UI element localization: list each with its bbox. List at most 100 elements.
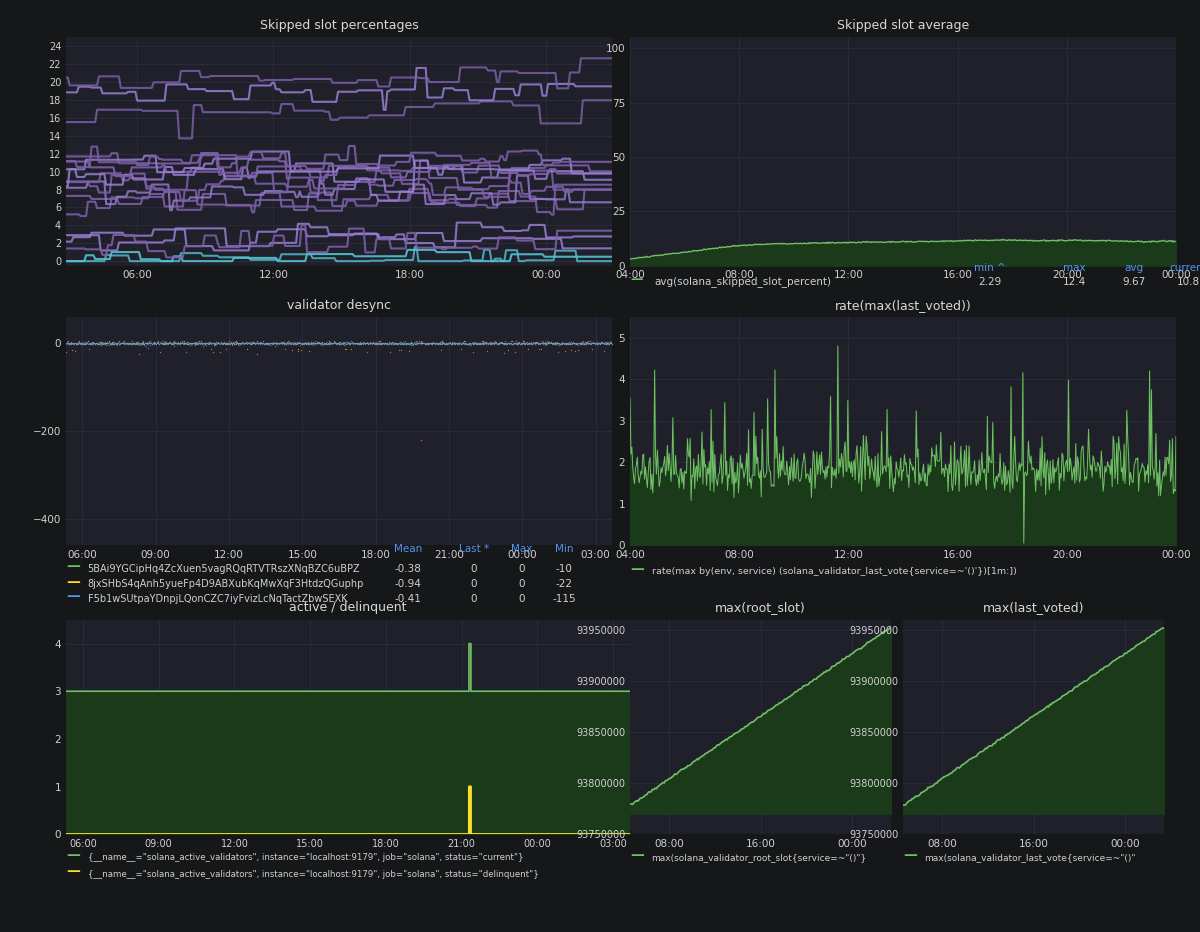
Point	[271, 336, 290, 350]
Point	[378, 336, 397, 351]
Point	[118, 336, 137, 350]
Point	[348, 336, 367, 351]
Point	[380, 344, 400, 359]
Point	[340, 336, 359, 350]
Point	[252, 336, 271, 350]
Point	[388, 336, 407, 351]
Point	[308, 336, 328, 350]
Point	[83, 335, 102, 350]
Point	[356, 336, 376, 350]
Point	[300, 344, 319, 359]
Point	[61, 335, 80, 350]
Point	[594, 336, 613, 351]
Point	[448, 336, 467, 351]
Point	[168, 335, 187, 350]
Point	[202, 336, 221, 350]
Point	[56, 336, 76, 351]
Point	[474, 336, 493, 350]
Point	[332, 336, 352, 350]
Point	[317, 335, 336, 350]
Point	[494, 336, 514, 351]
Point	[444, 336, 463, 351]
Point	[510, 336, 529, 350]
Point	[62, 336, 82, 350]
Point	[406, 336, 425, 351]
Point	[83, 336, 102, 350]
Point	[124, 336, 143, 350]
Point	[349, 336, 368, 351]
Point	[155, 336, 174, 350]
Point	[278, 334, 298, 349]
Point	[505, 336, 524, 350]
Point	[240, 336, 259, 350]
Point	[539, 336, 558, 350]
Point	[85, 336, 104, 351]
Point	[138, 336, 157, 351]
Point	[496, 336, 515, 351]
Point	[218, 336, 238, 350]
Point	[66, 343, 85, 358]
Point	[262, 336, 281, 350]
Point	[391, 342, 410, 357]
Point	[113, 336, 132, 350]
Point	[166, 336, 185, 350]
Point	[188, 335, 208, 350]
Point	[557, 336, 576, 350]
Point	[221, 336, 240, 351]
Point	[76, 336, 95, 351]
Point	[458, 336, 478, 351]
Point	[468, 336, 487, 350]
Point	[554, 336, 574, 350]
Point	[310, 336, 329, 350]
Point	[316, 336, 335, 350]
Point	[241, 335, 260, 350]
Point	[289, 335, 308, 350]
Point	[275, 336, 294, 351]
Point	[206, 335, 226, 350]
Point	[118, 336, 137, 350]
Point	[240, 336, 259, 350]
Point	[299, 335, 318, 350]
Point	[252, 336, 271, 351]
Point	[343, 336, 362, 351]
Point	[574, 336, 593, 351]
Point	[68, 335, 88, 350]
Point	[226, 336, 245, 351]
Point	[347, 336, 366, 350]
Point	[558, 336, 577, 351]
Point	[440, 336, 460, 350]
Point	[589, 336, 608, 350]
Point	[456, 334, 475, 349]
Point	[133, 336, 152, 351]
Point	[554, 336, 574, 350]
Point	[427, 336, 446, 350]
Point	[228, 335, 247, 350]
Point	[551, 336, 570, 351]
Point	[570, 336, 589, 350]
Point	[484, 336, 503, 350]
Point	[583, 335, 602, 350]
Point	[370, 336, 389, 350]
Point	[172, 336, 191, 350]
Point	[143, 336, 162, 350]
Point	[308, 336, 328, 350]
Point	[92, 335, 112, 350]
Point	[275, 341, 294, 356]
Point	[438, 336, 457, 351]
Point	[344, 335, 364, 350]
Point	[131, 336, 150, 351]
Point	[269, 336, 288, 351]
Point	[203, 336, 222, 351]
Point	[214, 336, 233, 351]
Point	[407, 336, 426, 350]
Point	[224, 336, 244, 350]
Point	[449, 336, 468, 350]
Point	[148, 335, 167, 350]
Point	[202, 336, 221, 351]
Point	[130, 347, 149, 362]
Point	[494, 336, 514, 351]
Point	[377, 336, 396, 350]
Point	[119, 336, 138, 350]
Point	[438, 336, 457, 350]
Point	[109, 336, 128, 351]
